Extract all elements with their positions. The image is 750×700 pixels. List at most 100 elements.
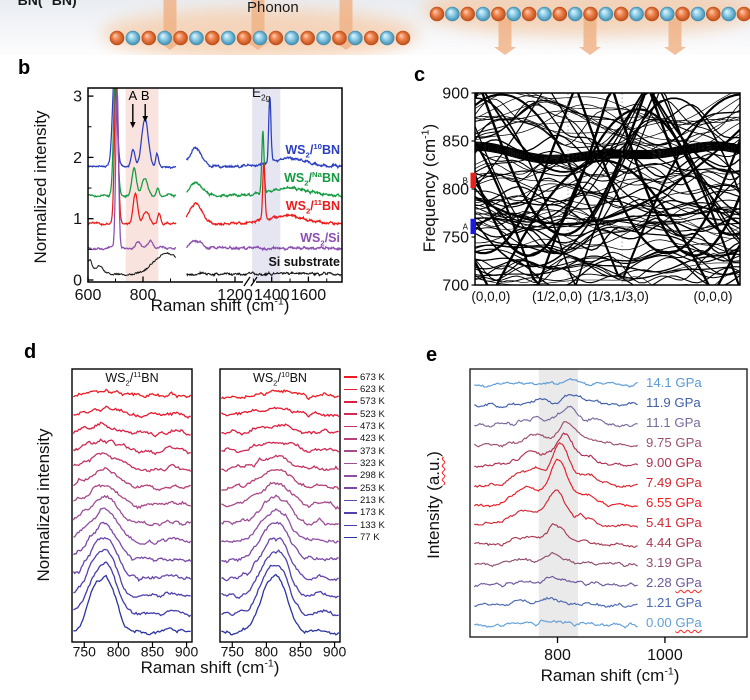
phonon-band [475,115,740,153]
temperature-spectrum [221,481,340,510]
plot-frame [469,368,748,638]
legend-line [344,536,357,539]
legend-label: 253 K [360,482,385,494]
nitrogen-atom [445,6,460,22]
legend-entry: 298 K [344,470,385,482]
plot-frame [87,87,343,283]
temperature-spectrum [72,388,192,399]
panel-b-xlabel: Raman shift (cm-1) [150,295,290,315]
boron-atom [205,30,220,46]
legend-label: 213 K [360,495,385,507]
panel-e-xlabel: Raman shift (cm-1) [540,665,680,685]
phonon-band [475,93,740,236]
pressure-label: 0.00 GPa [646,615,702,630]
spectrum-line [88,88,177,227]
legend-label: 623 K [360,384,385,396]
pressure-spectrum [473,575,638,588]
x-tick-label: 800 [130,287,157,304]
legend-line [344,512,357,514]
curve-label: Si substrate [268,255,340,269]
legend-entry: 213 K [344,494,385,506]
panel-d-xlabel: Raman shift (cm-1) [140,657,280,677]
spectrum-line [186,270,342,278]
panel-b-letter: b [18,57,31,79]
x-tick-label: 900 [175,644,199,660]
phonon-band [475,108,740,285]
temperature-spectrum [72,494,192,527]
y-tick-label: 800 [442,182,469,199]
phonon-band [475,142,740,157]
pressure-label: 1.21 GPa [646,595,702,610]
legend-label: 133 K [360,519,385,531]
legend-label: 373 K [360,445,385,457]
temperature-spectrum [221,549,339,600]
legend-entry: 323 K [344,457,385,469]
boron-atom [332,30,347,46]
legend-line [344,425,357,428]
pressure-spectrum [473,441,638,488]
pressure-spectrum [474,393,638,409]
pressure-spectrum [474,596,638,608]
pressure-spectrum [474,522,638,548]
phonon-band [475,207,740,227]
phonon-band [475,148,740,174]
temperature-spectrum [73,467,191,492]
legend-label: 173 K [360,507,385,519]
temperature-spectrum [221,564,339,617]
spectrum-line [88,88,177,170]
y-tick-label: 700 [442,278,469,295]
x-tick-label: 900 [323,644,347,660]
nitrogen-atom [316,30,331,46]
x-tick-label: (1/2,0,0) [532,289,582,304]
legend-entry: 373 K [344,445,385,457]
x-tick-label: 1200 [217,287,253,304]
pressure-label: 3.19 GPa [646,555,702,570]
pressure-label: 4.44 GPa [646,535,702,550]
spectrum-line [185,239,342,252]
panel-e-letter: e [426,344,438,366]
x-tick-label: 1000 [647,647,683,664]
pressure-spectrum [474,551,638,568]
phonon-band [475,149,740,164]
x-tick-label: (0,0,0) [471,289,510,304]
legend-label: 423 K [360,433,385,445]
boron-atom [395,30,411,46]
pressure-spectrum [473,458,638,508]
axis-break [243,276,258,287]
temperature-spectrum [73,548,191,599]
nitrogen-atom [690,6,706,22]
phonon-arrow [494,18,516,55]
x-tick-label: 750 [221,644,245,660]
boron-atom [552,6,568,22]
legend-line [344,376,357,378]
phonon-band [475,265,740,285]
phonon-band [475,147,740,162]
legend-label: 573 K [360,396,385,408]
x-tick-label: 800 [107,644,131,660]
x-tick-label: (0,0,0) [693,289,732,304]
boron-atom [521,6,537,22]
phonon-band [475,248,740,270]
nitrogen-atom [252,30,268,46]
phonon-band [475,253,740,284]
boron-atom [429,6,445,22]
pressure-label: 2.28 GPa [646,575,702,590]
nitrogen-atom [348,30,363,46]
y-tick-label: 750 [442,230,469,247]
panel-b-plot: 0 1 2 3 600 800 1200 1400 1600 A B [73,87,343,304]
boron-atom [236,30,252,46]
legend-entry: 573 K [344,396,385,408]
temperature-spectrum [73,507,192,546]
temperature-spectrum [221,423,339,436]
pressure-spectrum [474,432,639,469]
temperature-spectrum [72,536,192,582]
x-tick-label: 600 [75,287,102,304]
panel-e-ylabel: Intensity (a.u.) [424,451,443,559]
mode-marker-label: A [463,222,469,231]
legend-label: 298 K [360,470,385,482]
temperature-spectrum [220,389,340,401]
pressure-spectrum [474,405,638,428]
pressure-spectrum [474,489,639,528]
peak-annotation: B [141,88,150,103]
panel-b-ylabel: Normalized intensity [31,110,50,264]
